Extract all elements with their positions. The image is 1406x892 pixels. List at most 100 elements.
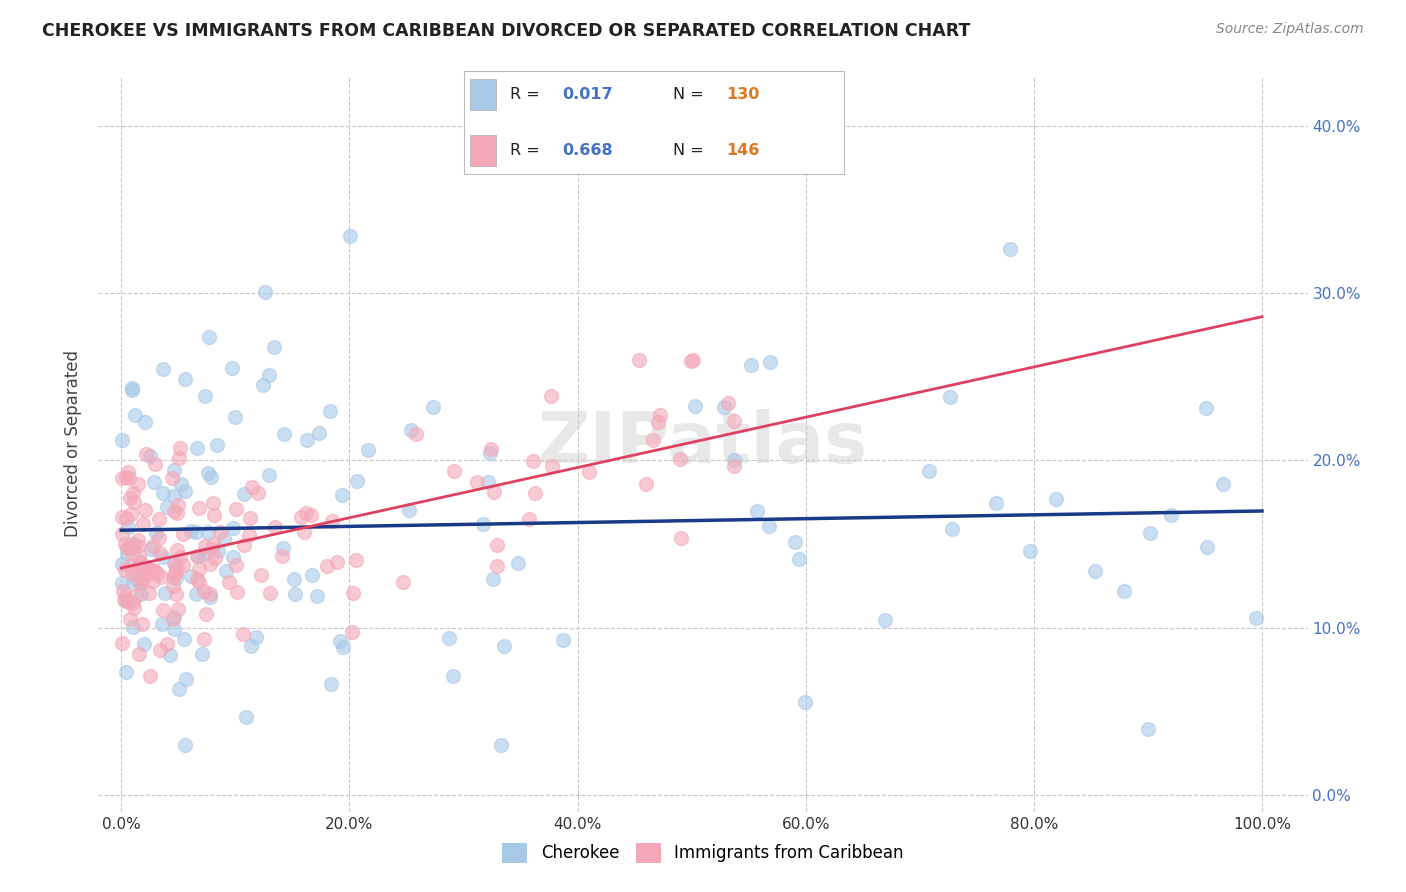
Point xyxy=(240,640,263,654)
Point xyxy=(1045,492,1067,507)
Point xyxy=(290,510,312,524)
Point xyxy=(240,480,263,494)
Point xyxy=(169,477,191,491)
Point xyxy=(481,572,503,586)
Point xyxy=(437,631,460,645)
Point xyxy=(118,491,141,506)
Point xyxy=(115,547,138,561)
Point xyxy=(441,669,464,683)
Point xyxy=(939,390,962,404)
Point xyxy=(118,558,141,573)
Text: R =: R = xyxy=(509,144,544,159)
Point xyxy=(321,677,343,691)
Point xyxy=(163,556,186,570)
Point xyxy=(139,563,162,577)
Point xyxy=(173,632,195,646)
Point xyxy=(114,563,136,577)
Point xyxy=(508,556,530,570)
Point xyxy=(222,521,245,535)
Point xyxy=(145,457,167,471)
Point xyxy=(148,531,170,545)
Point xyxy=(226,585,249,599)
Point xyxy=(114,536,136,550)
Point xyxy=(627,353,650,368)
Point xyxy=(117,465,139,479)
Point xyxy=(194,607,217,621)
Point xyxy=(747,503,769,517)
Point xyxy=(634,476,657,491)
Point xyxy=(253,285,276,299)
Point xyxy=(207,544,229,558)
Point xyxy=(121,546,143,560)
Point xyxy=(150,616,173,631)
Point xyxy=(111,509,134,524)
Point xyxy=(669,451,692,466)
Point xyxy=(647,415,669,429)
Point xyxy=(193,632,215,646)
Point xyxy=(723,413,745,427)
Point xyxy=(121,383,143,397)
Point xyxy=(986,496,1008,510)
Point xyxy=(235,710,257,724)
Point xyxy=(143,563,166,577)
Point xyxy=(132,573,155,587)
Point xyxy=(263,520,285,534)
FancyBboxPatch shape xyxy=(470,136,496,166)
Point xyxy=(308,425,330,440)
Point xyxy=(138,586,160,600)
Point xyxy=(162,610,184,624)
Point xyxy=(165,587,187,601)
Point xyxy=(145,566,167,580)
Point xyxy=(339,228,361,243)
Text: CHEROKEE VS IMMIGRANTS FROM CARIBBEAN DIVORCED OR SEPARATED CORRELATION CHART: CHEROKEE VS IMMIGRANTS FROM CARIBBEAN DI… xyxy=(42,22,970,40)
Point xyxy=(174,484,197,499)
Point xyxy=(172,527,194,541)
Point xyxy=(167,450,190,465)
Point xyxy=(472,516,495,531)
Point xyxy=(207,438,229,452)
Point xyxy=(150,570,173,584)
Point xyxy=(148,511,170,525)
Point xyxy=(111,526,134,541)
Point xyxy=(165,566,187,581)
Point xyxy=(166,543,188,558)
Point xyxy=(332,640,354,655)
Point xyxy=(238,528,260,542)
Point xyxy=(723,452,745,467)
Point xyxy=(166,506,188,520)
Point xyxy=(198,587,221,601)
Point xyxy=(478,445,501,459)
Point xyxy=(120,507,142,521)
Point xyxy=(443,464,465,478)
Point xyxy=(329,634,352,648)
Point xyxy=(173,558,195,573)
Point xyxy=(679,354,702,368)
Point xyxy=(118,595,141,609)
Point xyxy=(1195,541,1218,555)
Point xyxy=(115,470,138,484)
Point xyxy=(1139,526,1161,541)
Point xyxy=(682,353,704,368)
Point xyxy=(486,559,509,574)
Point xyxy=(118,471,141,485)
Text: 146: 146 xyxy=(725,144,759,159)
Point xyxy=(138,561,160,575)
Point xyxy=(398,503,420,517)
Point xyxy=(163,504,186,518)
Point xyxy=(115,594,138,608)
Point xyxy=(204,550,226,565)
Point xyxy=(122,486,145,500)
Point xyxy=(271,549,294,563)
Point xyxy=(330,488,353,502)
Point xyxy=(1019,544,1042,558)
Point xyxy=(117,541,139,555)
Point xyxy=(141,564,163,578)
Point xyxy=(152,603,174,617)
Point xyxy=(198,330,221,344)
Point xyxy=(139,449,162,463)
Point xyxy=(1136,722,1159,736)
Point xyxy=(232,537,254,551)
Point xyxy=(941,522,963,536)
Point xyxy=(232,487,254,501)
Text: 0.017: 0.017 xyxy=(562,87,613,102)
